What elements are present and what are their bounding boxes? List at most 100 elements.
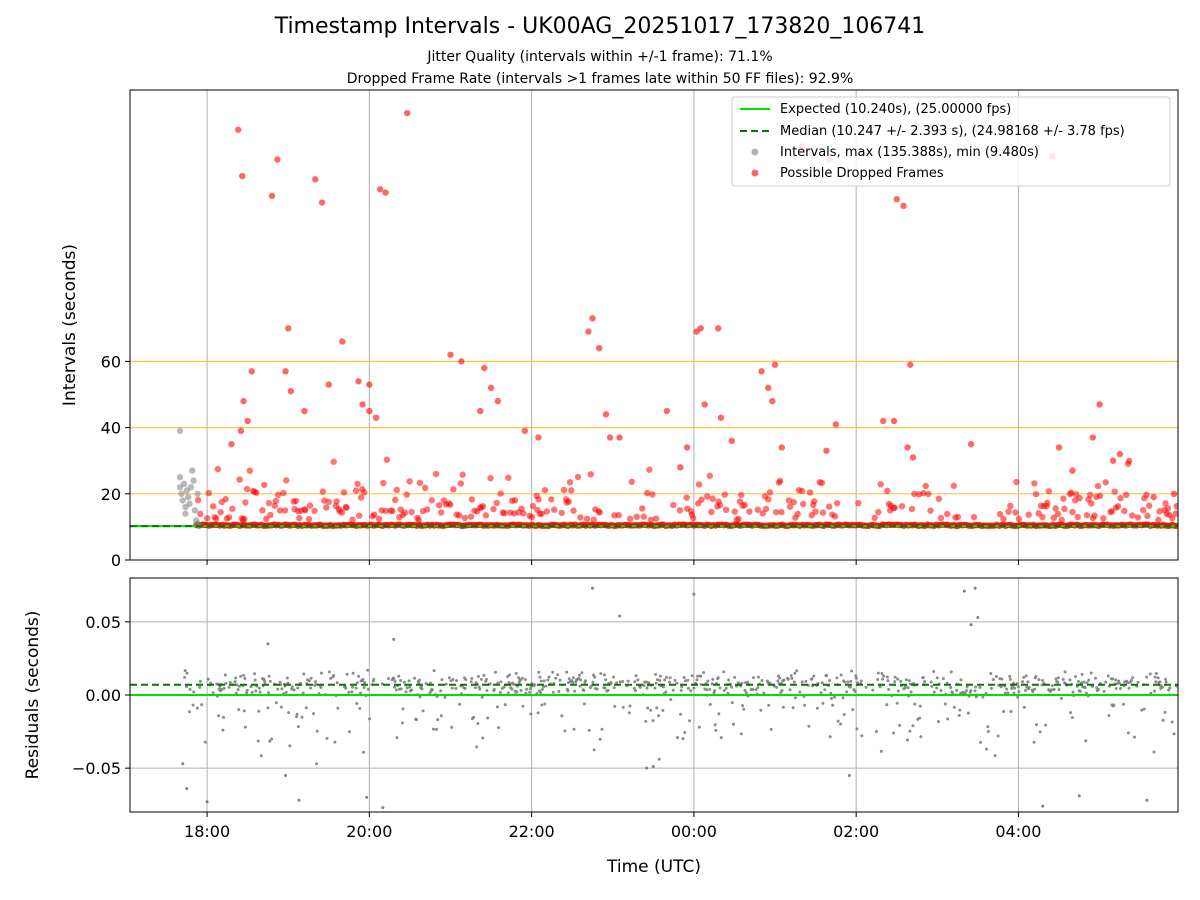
dropped-frame-point — [1125, 457, 1133, 465]
residual-point — [733, 675, 737, 679]
dropped-frame-point — [360, 489, 368, 496]
residual-point — [295, 712, 299, 716]
dropped-frame-point — [721, 491, 729, 498]
dropped-frame-outlier-19 — [244, 417, 251, 425]
residual-point — [1017, 690, 1021, 694]
residual-point — [236, 688, 240, 692]
residual-point — [820, 681, 824, 685]
residual-point — [742, 707, 746, 711]
dropped-frame-point — [217, 508, 224, 516]
residual-point — [654, 681, 658, 685]
residual-point — [329, 676, 333, 680]
dropped-frame-point — [722, 506, 730, 514]
residual-point — [653, 686, 657, 690]
residual-point — [949, 686, 953, 690]
dropped-frame-outlier-70 — [1109, 457, 1117, 464]
dropped-frame-point — [468, 496, 476, 503]
residual-point — [399, 687, 403, 691]
residual-point — [480, 677, 484, 681]
residual-point — [234, 676, 238, 680]
residual-point — [185, 671, 189, 675]
dropped-frame-point — [626, 515, 634, 523]
residual-point — [198, 685, 202, 689]
dropped-frame-point — [1032, 490, 1040, 498]
jitter-quality-subtitle: Jitter Quality (intervals within +/-1 fr… — [427, 49, 773, 65]
legend-intervals-swatch — [751, 148, 759, 156]
residual-point — [722, 670, 726, 674]
residual-point — [819, 691, 823, 695]
residual-point — [1094, 676, 1098, 680]
dropped-frame-point — [281, 507, 289, 514]
residual-point — [1022, 705, 1026, 709]
dropped-frame-point — [1100, 515, 1107, 522]
residual-point — [211, 691, 215, 695]
dropped-frame-point — [214, 465, 222, 473]
residual-point — [675, 735, 679, 739]
residual-point — [566, 689, 570, 693]
residual-point — [580, 671, 584, 675]
bottom-xtick-label-0: 18:00 — [184, 822, 230, 841]
bottom-plot-area — [130, 578, 1178, 812]
dropped-frame-outlier-66 — [1055, 444, 1063, 451]
dropped-frame-point — [772, 508, 780, 516]
residual-outlier-9 — [205, 800, 209, 804]
dropped-frame-point — [1140, 506, 1147, 514]
residual-point — [849, 669, 853, 673]
dropped-frame-point — [794, 510, 801, 518]
dropped-frame-point — [818, 479, 826, 487]
dropped-frame-point — [259, 507, 266, 514]
dropped-frame-point — [520, 510, 527, 517]
residual-point — [354, 686, 358, 690]
dropped-frame-point — [263, 515, 270, 522]
residual-point — [556, 673, 560, 677]
residual-point — [669, 698, 673, 702]
residual-point — [481, 736, 485, 740]
residual-point — [1052, 687, 1056, 691]
dropped-frame-point — [204, 514, 211, 522]
residual-point — [1084, 691, 1088, 695]
residual-point — [613, 704, 617, 708]
residual-point — [191, 703, 195, 707]
residual-point — [792, 680, 796, 684]
residual-point — [1016, 695, 1020, 699]
dropped-frame-point — [246, 467, 254, 474]
residual-point — [657, 714, 661, 718]
residual-point — [776, 679, 780, 683]
residual-point — [287, 711, 291, 715]
residual-point — [414, 718, 418, 722]
residual-point — [800, 680, 804, 684]
residual-point — [1069, 711, 1073, 715]
residual-point — [1044, 723, 1048, 727]
residual-point — [727, 678, 731, 682]
interval-point-10 — [186, 500, 193, 507]
residual-point — [1112, 703, 1116, 707]
residual-point — [644, 680, 648, 684]
residual-point — [270, 737, 274, 741]
residual-point — [315, 762, 319, 766]
dropped-frame-point — [640, 513, 647, 520]
residual-point — [1114, 687, 1118, 691]
residual-point — [692, 686, 696, 690]
residual-point — [1167, 688, 1171, 692]
residual-point — [560, 714, 564, 718]
residual-point — [864, 685, 868, 689]
top-plot-area — [130, 90, 1178, 560]
residual-point — [1140, 708, 1144, 712]
residual-point — [1153, 675, 1157, 679]
residual-point — [969, 689, 973, 693]
dropped-frame-outlier-9 — [339, 338, 346, 345]
residual-point — [828, 679, 832, 683]
dropped-frame-point — [706, 472, 713, 479]
residual-point — [886, 679, 890, 683]
residual-point — [935, 676, 939, 680]
dropped-frame-outlier-61 — [907, 361, 914, 368]
residual-point — [498, 690, 502, 694]
residual-point — [290, 685, 294, 689]
residual-point — [885, 675, 889, 679]
dropped-frame-point — [225, 514, 233, 521]
residual-point — [325, 736, 329, 740]
dropped-frame-point — [497, 490, 504, 497]
residual-point — [893, 675, 897, 679]
residual-point — [991, 678, 995, 682]
dropped-frame-point — [311, 507, 318, 515]
